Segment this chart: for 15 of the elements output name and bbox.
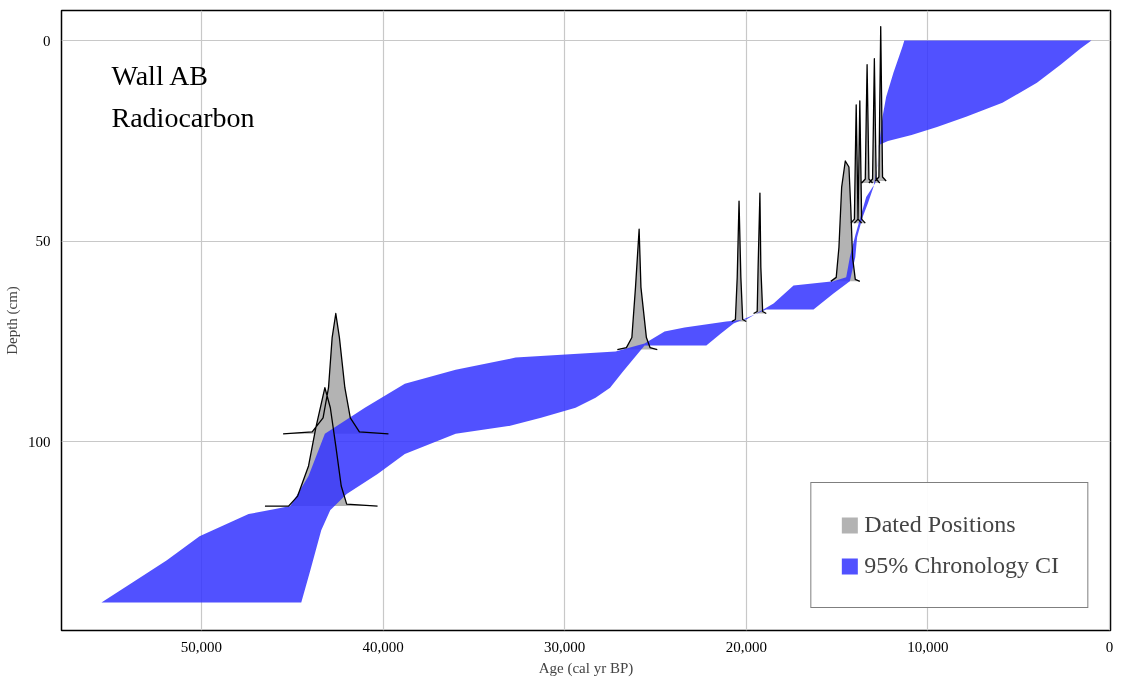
annotation: Wall AB: [111, 59, 209, 91]
x-tick-label: 50,000: [180, 638, 222, 655]
y-tick-label: 50: [35, 233, 51, 250]
y-tick-label: 100: [28, 433, 51, 450]
y-axis-title: Depth (cm): [4, 286, 21, 355]
legend-label: Dated Positions: [864, 511, 1016, 538]
x-tick-label: 0: [1105, 638, 1114, 655]
legend-label: 95% Chronology CI: [864, 552, 1059, 579]
x-tick-label: 20,000: [725, 638, 767, 655]
x-tick-label: 30,000: [544, 638, 586, 655]
annotation: Radiocarbon: [111, 101, 255, 133]
x-tick-label: 10,000: [907, 638, 949, 655]
x-axis-title: Age (cal yr BP): [538, 659, 634, 677]
y-tick-label: 0: [43, 32, 51, 49]
x-tick-label: 40,000: [362, 638, 404, 655]
